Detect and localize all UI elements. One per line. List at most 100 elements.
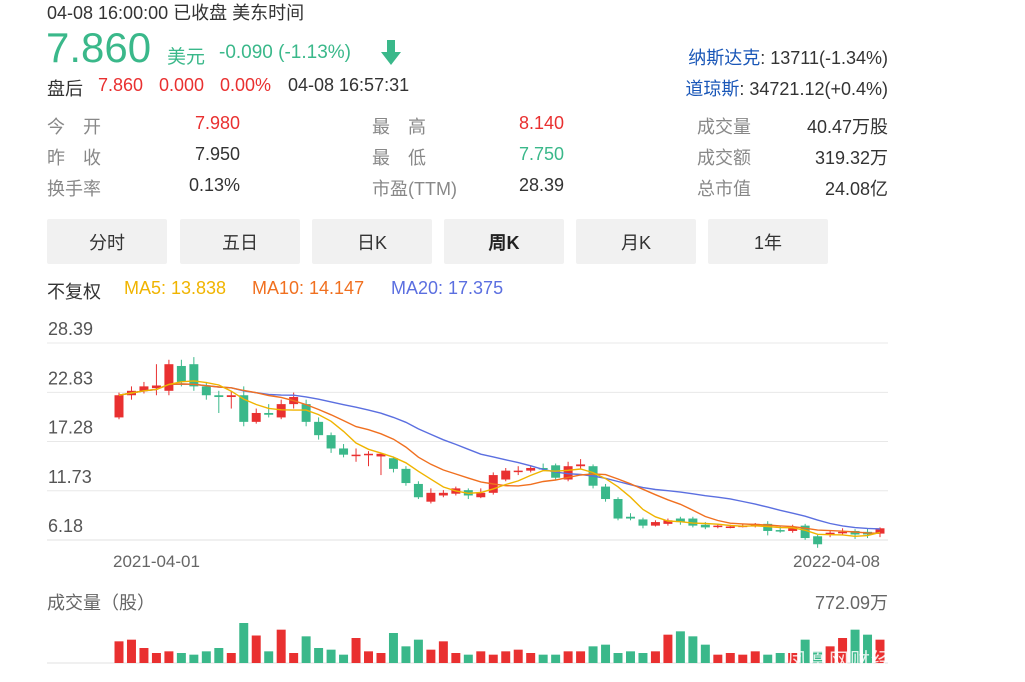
ma5-line — [118, 380, 881, 538]
candle-body — [763, 523, 773, 531]
after-hours-percent: 0.00% — [220, 75, 272, 95]
volume-bar — [576, 651, 586, 663]
volume-bar — [239, 623, 249, 663]
candle-body — [226, 395, 236, 398]
volume-bar — [339, 654, 349, 663]
index-dow[interactable]: 道琼斯: 34721.12(+0.4%) — [685, 75, 888, 101]
volume-bar — [675, 631, 685, 663]
volume-value: 40.47万股 — [806, 117, 888, 137]
candle-body — [800, 525, 810, 539]
volume-bar — [775, 653, 785, 663]
volume-bar — [850, 629, 860, 663]
volume-bar — [813, 651, 823, 663]
candlestick-chart[interactable]: 28.39 22.83 17.28 11.73 6.18 2021-04-01 2022-0… — [0, 300, 1025, 682]
adjust-mode[interactable]: 不复权 — [47, 282, 101, 302]
candle-body — [576, 464, 586, 467]
candle-body — [251, 412, 261, 422]
volume-bar — [126, 639, 136, 663]
volume-bar — [114, 641, 124, 663]
volume-bar — [376, 653, 386, 663]
candle-body — [201, 386, 211, 396]
volume-bar — [289, 653, 299, 663]
candle-body — [700, 524, 710, 528]
volume-bar — [538, 654, 548, 663]
candle-body — [813, 536, 823, 545]
volume-bar — [513, 649, 523, 663]
volume-bar — [788, 653, 798, 663]
index-dow-name[interactable]: 道琼斯 — [685, 79, 740, 99]
prev-close-label: 昨 收 — [47, 148, 101, 168]
candle-body — [725, 526, 735, 529]
open-label: 今 开 — [47, 117, 101, 137]
volume-bar — [476, 651, 486, 663]
candle-body — [601, 486, 611, 500]
open-value: 7.980 — [194, 113, 240, 133]
candle-body — [650, 522, 660, 526]
volume-bar — [426, 649, 436, 663]
volume-bar — [438, 641, 448, 663]
candle-body — [476, 492, 486, 498]
volume-bar — [388, 633, 398, 663]
volume-bar — [763, 654, 773, 663]
volume-axis-label: 成交量（股） — [47, 593, 155, 613]
tab-intraday[interactable]: 分时 — [47, 219, 167, 264]
volume-bar — [251, 635, 261, 663]
tab-one-year[interactable]: 1年 — [708, 219, 828, 264]
ma10-line — [118, 383, 881, 534]
candle-body — [151, 385, 161, 389]
volume-bar — [501, 651, 511, 663]
candle-body — [388, 458, 398, 469]
candle-body — [613, 499, 623, 519]
y-tick-label: 28.39 — [48, 319, 93, 339]
y-tick-label: 22.83 — [48, 368, 93, 388]
watermark: 凤凰网财经 — [787, 650, 892, 672]
volume-max-label: 772.09万 — [814, 593, 888, 613]
tab-monthly-k[interactable]: 月K — [576, 219, 696, 264]
candle-body — [526, 467, 536, 471]
tab-five-day[interactable]: 五日 — [180, 219, 300, 264]
candle-body — [563, 466, 573, 480]
volume-bar — [875, 639, 885, 663]
volume-bar — [301, 636, 311, 663]
ma20-legend: MA20: 17.375 — [391, 278, 504, 298]
candle-body — [114, 395, 124, 418]
candle-body — [438, 492, 448, 496]
amount-label: 成交额 — [697, 148, 751, 168]
candle-body — [401, 468, 411, 484]
ma20-line — [118, 383, 881, 530]
y-tick-label: 17.28 — [48, 418, 93, 438]
high-value: 8.140 — [518, 113, 564, 133]
volume-bar — [264, 651, 274, 663]
candle-body — [638, 519, 648, 526]
volume-bar — [164, 651, 174, 663]
volume-bar — [326, 649, 336, 663]
low-value: 7.750 — [518, 144, 564, 164]
volume-bar — [700, 644, 710, 663]
volume-bar — [463, 654, 473, 663]
volume-bar — [563, 651, 573, 663]
index-nasdaq[interactable]: 纳斯达克: 13711(-1.34%) — [688, 44, 888, 70]
candle-body — [214, 395, 224, 398]
candle-body — [513, 470, 523, 473]
candle-body — [663, 520, 673, 524]
after-hours-change: 0.000 — [159, 75, 205, 95]
low-label: 最 低 — [372, 148, 426, 168]
candle-body — [164, 364, 174, 391]
tab-weekly-k[interactable]: 周K — [444, 219, 564, 264]
market-cap-label: 总市值 — [697, 179, 751, 199]
tab-daily-k[interactable]: 日K — [312, 219, 432, 264]
pe-label: 市盈(TTM) — [372, 179, 457, 199]
candle-body — [426, 492, 436, 502]
index-nasdaq-name[interactable]: 纳斯达克 — [688, 48, 761, 68]
price-change: -0.090 (-1.13%) — [219, 42, 352, 63]
candle-body — [189, 364, 199, 387]
turnover-value: 0.13% — [188, 175, 240, 195]
volume-bar — [838, 638, 848, 663]
high-label: 最 高 — [372, 117, 426, 137]
candle-body — [501, 470, 511, 480]
volume-bar — [551, 654, 561, 663]
volume-bar — [526, 653, 536, 663]
volume-bar — [863, 634, 873, 663]
volume-label: 成交量 — [697, 117, 751, 137]
candle-body — [239, 395, 249, 422]
